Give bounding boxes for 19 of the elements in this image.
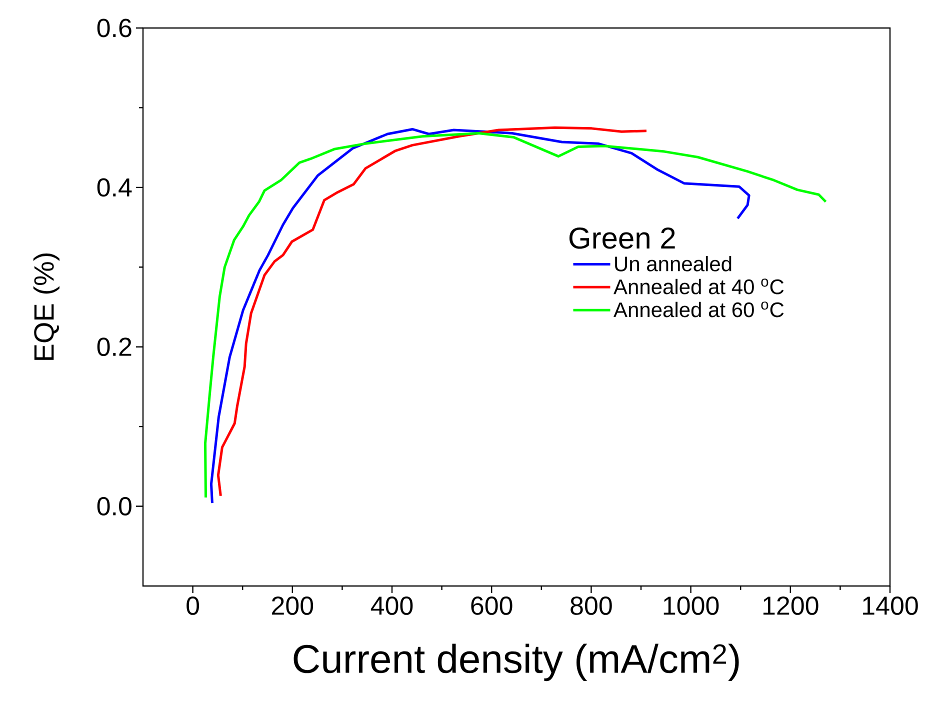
x-tick-label: 1400 <box>863 596 918 615</box>
x-tick-label: 0 <box>186 596 200 615</box>
x-tick-label: 1000 <box>664 596 719 615</box>
y-tick-label: 0.0 <box>97 497 132 516</box>
x-tick-label: 600 <box>471 596 512 615</box>
legend-title: Green 2 <box>569 227 675 249</box>
y-tick-label: 0.6 <box>97 18 132 38</box>
x-tick-label: 1200 <box>763 596 818 615</box>
y-axis-title: EQE (%) <box>33 254 60 360</box>
x-tick-label: 200 <box>272 596 314 615</box>
x-tick-label: 800 <box>570 596 612 615</box>
y-tick-label: 0.4 <box>97 178 132 197</box>
legend-label: Un annealed <box>615 256 732 272</box>
y-tick-label: 0.2 <box>97 338 132 356</box>
line-series <box>204 132 828 499</box>
legend-label: Annealed at 60 $^{o}$C <box>614 302 784 318</box>
x-tick-label: 400 <box>370 596 413 615</box>
x-axis-title: Current density (mA/cm$^{2}$) <box>294 644 739 682</box>
legend-label: Annealed at 40 $^{o}$C <box>614 278 784 294</box>
